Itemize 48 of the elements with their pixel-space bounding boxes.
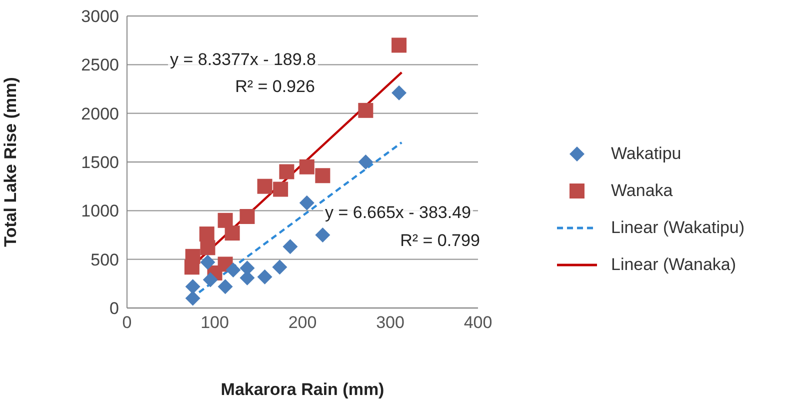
legend-label: Wanaka [611, 180, 673, 200]
point [282, 239, 298, 254]
x-tick-label: 100 [200, 313, 229, 332]
y-tick-label: 0 [110, 299, 119, 318]
x-axis-title: Makarora Rain (mm) [220, 380, 384, 400]
y-tick-label: 1500 [81, 153, 119, 172]
y-tick-label: 2000 [81, 104, 119, 124]
point [299, 195, 314, 210]
point [200, 240, 216, 256]
x-tick-label: 400 [464, 313, 492, 332]
point [358, 102, 374, 118]
point [299, 159, 314, 174]
point [226, 262, 241, 278]
annotation: R² = 0.926 [233, 77, 317, 97]
point [185, 290, 200, 306]
point [200, 254, 216, 270]
point [279, 164, 294, 180]
point [218, 279, 233, 294]
point [315, 168, 330, 184]
point [202, 272, 218, 288]
x-tick-label: 200 [288, 313, 317, 332]
point [273, 182, 288, 197]
point [218, 212, 233, 228]
point [199, 226, 214, 242]
annotation: R² = 0.799 [398, 231, 482, 251]
point [185, 279, 200, 294]
y-axis-title: Total Lake Rise (mm) [1, 77, 20, 247]
x-tick-label: 300 [376, 313, 404, 332]
point [272, 260, 288, 275]
legend-label: Wakatipu [611, 144, 682, 164]
point [224, 226, 240, 241]
point [257, 178, 272, 194]
legend-label: Linear (Wanaka) [611, 254, 736, 274]
annotation: y = 8.3377x - 189.8 [168, 50, 318, 70]
point [240, 209, 255, 224]
point [315, 228, 330, 242]
point [392, 85, 407, 100]
point [257, 269, 272, 284]
annotation: y = 6.665x - 383.49 [322, 203, 474, 223]
y-tick-label: 2500 [81, 56, 119, 75]
point [185, 248, 200, 264]
y-tick-label: 500 [90, 250, 119, 270]
legend-label: Linear (Wakatipu) [611, 218, 745, 238]
x-tick-label: 0 [122, 313, 132, 332]
point [358, 154, 374, 170]
y-tick-label: 3000 [81, 7, 119, 26]
y-tick-label: 1000 [81, 202, 119, 221]
point [392, 38, 407, 53]
